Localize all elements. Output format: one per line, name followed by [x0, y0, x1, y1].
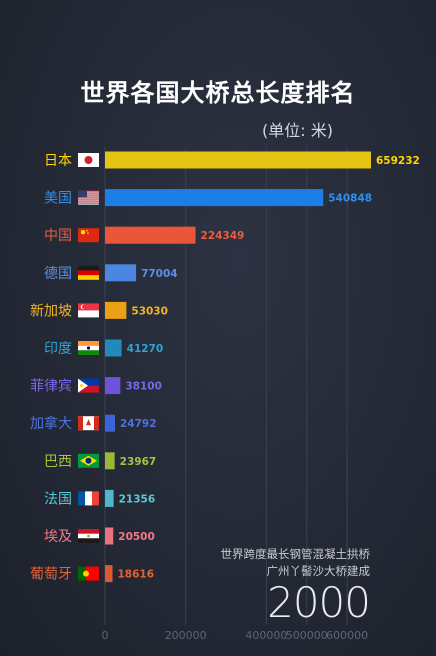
value-label: 23967: [120, 456, 157, 468]
country-label: 美国: [44, 191, 72, 207]
value-label: 41270: [127, 343, 164, 355]
bar: [105, 151, 371, 169]
bar: [105, 565, 113, 583]
value-label: 24792: [120, 418, 157, 430]
bar: [105, 264, 137, 282]
year-counter: 2000: [267, 578, 371, 627]
country-label: 巴西: [44, 454, 72, 470]
country-label: 新加坡: [30, 303, 72, 319]
country-label: 葡萄牙: [30, 567, 72, 583]
bar: [105, 301, 127, 319]
canada-flag-icon: [78, 416, 99, 431]
bar: [105, 226, 196, 244]
france-flag-icon: [78, 491, 99, 506]
x-tick-label: 200000: [165, 629, 207, 642]
country-label: 日本: [44, 153, 72, 169]
value-label: 53030: [131, 305, 168, 317]
value-label: 77004: [141, 268, 178, 280]
value-label: 18616: [118, 569, 155, 581]
annotation-line-2: 广州丫髻沙大桥建成: [266, 564, 371, 578]
country-label: 中国: [44, 228, 72, 244]
value-label: 21356: [119, 493, 156, 505]
brazil-flag-icon: [78, 453, 99, 468]
chart-title: 世界各国大桥总长度排名: [80, 79, 356, 107]
country-label: 加拿大: [30, 415, 72, 432]
x-tick-label: 0: [102, 629, 109, 642]
country-label: 德国: [44, 266, 72, 282]
unit-label: (单位: 米): [262, 121, 333, 140]
x-tick-label: 600000: [326, 629, 368, 642]
bar: [105, 377, 121, 395]
value-label: 224349: [201, 230, 245, 242]
milestone-annotation: 世界跨度最长钢管混凝土拱桥 广州丫髻沙大桥建成: [221, 546, 371, 580]
japan-flag-icon: [78, 153, 99, 167]
portugal-flag-icon: [78, 566, 99, 581]
country-label: 印度: [44, 341, 72, 357]
value-label: 659232: [376, 155, 420, 167]
philippines-flag-icon: [78, 378, 99, 393]
germany-flag-icon: [78, 265, 99, 280]
bar: [105, 527, 114, 545]
value-label: 540848: [328, 193, 372, 205]
india-flag-icon: [78, 341, 99, 355]
bar: [105, 489, 114, 507]
country-label: 埃及: [44, 529, 72, 545]
bar: [105, 339, 122, 357]
value-label: 20500: [118, 531, 155, 543]
country-label: 法国: [44, 491, 72, 507]
usa-flag-icon: [78, 190, 99, 205]
bar: [105, 189, 324, 207]
singapore-flag-icon: [78, 303, 99, 318]
bar: [105, 452, 115, 470]
x-tick-label: 400000: [245, 629, 287, 642]
bar: [105, 414, 116, 432]
country-label: 菲律宾: [30, 379, 72, 395]
china-flag-icon: [78, 228, 99, 243]
annotation-line-1: 世界跨度最长钢管混凝土拱桥: [220, 547, 371, 561]
x-tick-label: 500000: [286, 629, 328, 642]
egypt-flag-icon: [78, 529, 99, 543]
value-label: 38100: [125, 381, 162, 393]
